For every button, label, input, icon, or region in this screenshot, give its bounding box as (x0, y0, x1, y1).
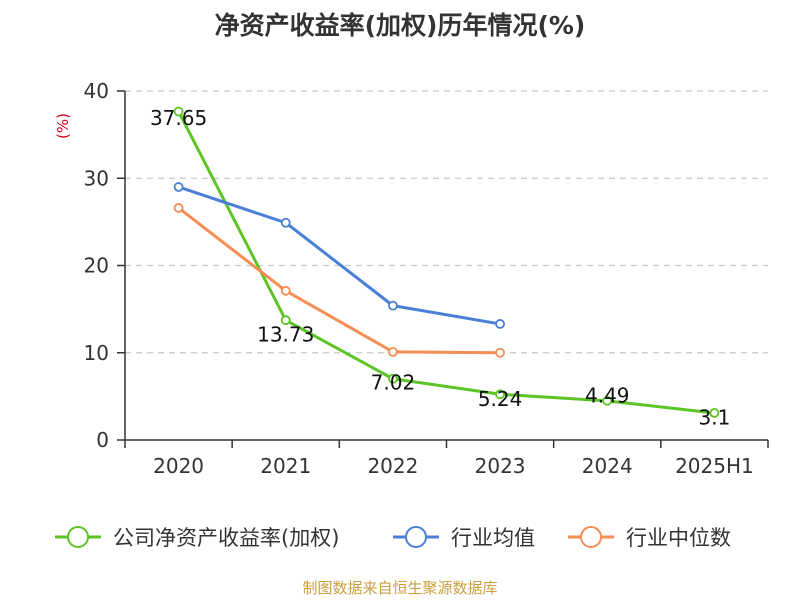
legend-label: 公司净资产收益率(加权) (113, 526, 339, 550)
x-tick-label: 2023 (475, 454, 526, 478)
x-tick-label: 2025H1 (675, 454, 754, 478)
y-tick-label: 30 (84, 166, 109, 190)
legend-item-1[interactable]: 行业均值 (393, 526, 535, 550)
data-point-1 (280, 217, 291, 228)
x-tick-label: 2022 (367, 454, 418, 478)
y-tick-label: 0 (96, 428, 109, 452)
data-label: 3.1 (699, 405, 731, 429)
data-label: 4.49 (585, 383, 630, 407)
x-tick-label: 2020 (153, 454, 204, 478)
legend: 公司净资产收益率(加权) 行业均值 行业中位数 (55, 526, 731, 550)
data-point-2 (388, 346, 398, 357)
y-axis-label: (%) (54, 113, 72, 139)
x-tick-label: 2021 (260, 454, 311, 478)
data-label: 7.02 (371, 370, 416, 394)
data-point-1 (495, 319, 505, 329)
data-point-1 (388, 300, 398, 311)
chart-title: 净资产收益率(加权)历年情况(%) (215, 11, 586, 40)
data-point-2 (495, 347, 505, 358)
axis-layer: 0 10 20 30 40 2020 2021 2022 2023 2024 2025H1 (84, 79, 769, 478)
data-label: 5.24 (478, 387, 523, 411)
legend-item-0[interactable]: 公司净资产收益率(加权) (55, 526, 339, 550)
data-point-0 (495, 389, 505, 400)
legend-label: 行业中位数 (626, 526, 731, 550)
legend-swatch-marker (580, 526, 602, 548)
x-tick-label: 2024 (582, 454, 633, 478)
data-point-2 (173, 203, 184, 213)
data-point-0 (709, 408, 720, 418)
legend-swatch-marker (405, 526, 427, 548)
legend-swatch-marker (67, 526, 89, 548)
data-point-0 (280, 315, 291, 326)
data-label: 13.73 (257, 323, 314, 347)
series-line-2 (177, 206, 501, 355)
source-note: 制图数据来自恒生聚源数据库 (302, 579, 497, 597)
series-layer (173, 106, 720, 418)
data-point-2 (280, 285, 291, 296)
series-line-1 (178, 185, 501, 326)
data-point-0 (388, 373, 398, 384)
y-tick-label: 20 (84, 254, 109, 278)
data-point-0 (602, 395, 613, 406)
data-label-layer: 37.65 13.73 7.02 5.24 4.49 3.1 (150, 106, 730, 429)
series-line-0 (177, 110, 715, 415)
data-point-1 (173, 182, 184, 192)
legend-item-2[interactable]: 行业中位数 (568, 526, 731, 550)
data-point-0 (173, 106, 184, 117)
y-tick-label: 40 (84, 79, 109, 103)
data-label: 37.65 (150, 106, 207, 130)
y-tick-label: 10 (84, 341, 109, 365)
legend-label: 行业均值 (451, 526, 535, 550)
